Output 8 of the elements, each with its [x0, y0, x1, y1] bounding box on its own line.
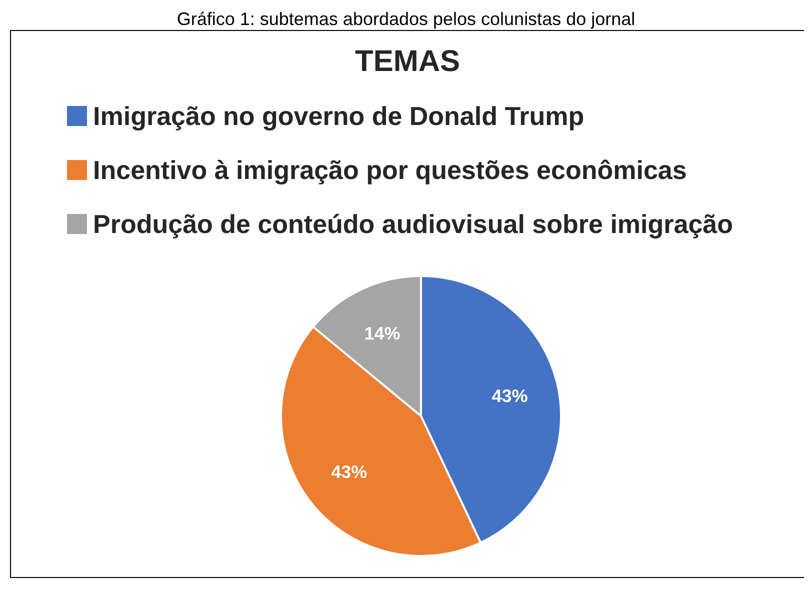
legend-label: Imigração no governo de Donald Trump	[93, 100, 584, 132]
legend-label: Produção de conteúdo audiovisual sobre imigração	[93, 208, 734, 240]
data-label: 43%	[331, 462, 368, 482]
data-label: 43%	[492, 386, 528, 406]
chart-title: TEMAS	[354, 45, 461, 80]
legend-label: Incentivo à imigração por questões econômicas	[93, 154, 687, 186]
data-label: 14%	[364, 324, 400, 344]
text: Gráfico 1: subtemas abordados pelos colunistas do jornal	[176, 8, 636, 30]
